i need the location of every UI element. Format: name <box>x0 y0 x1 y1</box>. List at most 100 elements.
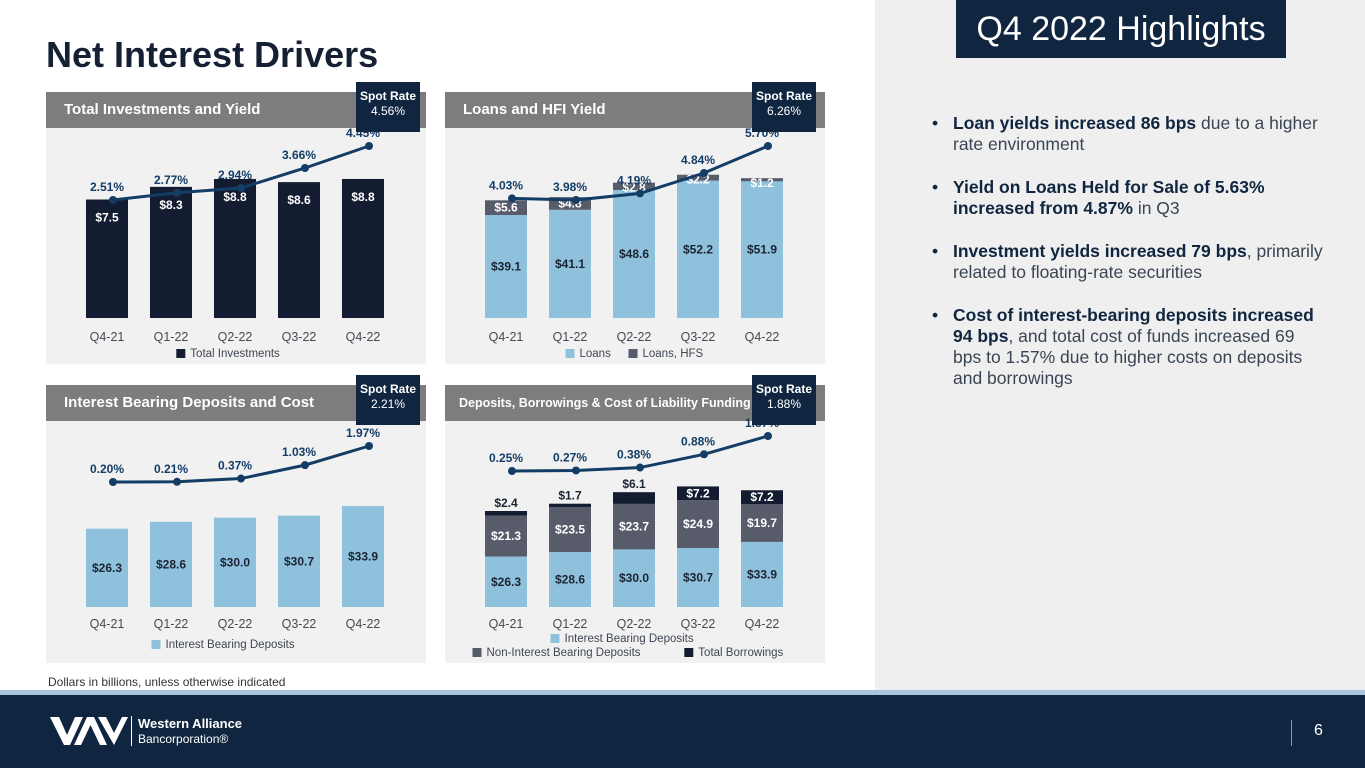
bar-data-label: $2.4 <box>494 496 518 510</box>
yield-data-label: 0.37% <box>218 459 252 473</box>
bar-data-label: $5.6 <box>494 201 518 215</box>
bar <box>485 215 527 318</box>
x-tick-label: Q1-22 <box>154 617 189 631</box>
x-tick-label: Q2-22 <box>218 617 253 631</box>
bar <box>677 548 719 607</box>
highlights-list: Loan yields increased 86 bps due to a hi… <box>932 113 1327 411</box>
deposits-chart: $26.3 $28.6 $30.0 $30.7 $33.9 0.20% 0.21% 0.37%… <box>86 426 384 651</box>
bar <box>342 178 384 318</box>
legend-label: Non-Interest Bearing Deposits <box>487 647 641 659</box>
yield-point <box>508 467 516 475</box>
page-divider <box>1291 720 1292 746</box>
bar-data-label: $6.1 <box>622 477 646 491</box>
loans-chart: $39.1$5.6$41.1$4.8$48.6$2.8$52.2$2.2$51.… <box>485 126 783 360</box>
yield-point <box>173 188 181 197</box>
legend-swatch <box>176 349 186 358</box>
bar-data-label: $30.0 <box>220 555 250 569</box>
spot-rate-value: 6.26% <box>766 104 802 118</box>
yield-point <box>572 466 580 475</box>
bar <box>485 556 527 607</box>
bar-data-label: $7.2 <box>750 490 774 504</box>
spot-rate-badge: Spot Rate 1.88% <box>752 375 816 425</box>
page-title: Net Interest Drivers <box>46 34 379 75</box>
spot-rate-value: 2.21% <box>370 397 406 411</box>
bar <box>342 506 384 607</box>
x-tick-label: Q2-22 <box>617 617 652 631</box>
bar-data-label: $23.5 <box>555 523 585 537</box>
bar <box>278 515 320 607</box>
highlight-bold: Loan yields increased 86 bps <box>953 113 1197 133</box>
funding-chart: $26.3 $21.3 $2.4 $28.6 $23.5 $1.7 $30.0 $23.7 $6… <box>472 416 784 659</box>
yield-data-label: 3.98% <box>553 180 587 194</box>
x-tick-label: Q3-22 <box>681 617 716 631</box>
investments-chart: $7.5 $8.3 $8.8 $8.6 $8.8 2.51% 2.77% 2.94% 3.66%… <box>86 126 384 360</box>
spot-rate-badge: Spot Rate 2.21% <box>356 375 420 425</box>
bar-data-label: $8.6 <box>287 193 311 207</box>
bar <box>214 517 256 607</box>
highlight-text: due to a higher rate environment <box>953 113 1318 154</box>
legend-swatch <box>550 634 560 643</box>
x-tick-label: Q4-21 <box>489 330 524 344</box>
bar-data-label: $7.2 <box>686 486 710 500</box>
yield-point <box>764 142 772 150</box>
yield-data-label: 4.03% <box>489 178 523 192</box>
yield-point <box>237 474 245 483</box>
x-tick-label: Q3-22 <box>282 617 317 631</box>
x-tick-label: Q2-22 <box>617 330 652 344</box>
bar <box>741 490 783 505</box>
highlight-text: , primarily related to floating-rate sec… <box>953 241 1323 282</box>
highlight-text: , and total cost of funds increased 69 b… <box>953 326 1303 388</box>
bar-data-label: $39.1 <box>491 260 521 274</box>
legend-label: Interest Bearing Deposits <box>565 633 694 645</box>
yield-point <box>508 194 516 203</box>
yield-point <box>764 432 772 440</box>
bar <box>278 182 320 318</box>
bar-data-label: $33.9 <box>348 550 378 564</box>
bar-data-label: $8.8 <box>351 190 375 204</box>
spot-rate-label: Spot Rate <box>755 382 812 396</box>
legend-swatch <box>684 648 694 657</box>
x-tick-label: Q3-22 <box>282 330 317 344</box>
bar-data-label: $52.2 <box>683 242 713 256</box>
x-tick-label: Q4-21 <box>90 617 125 631</box>
yield-data-label: 0.27% <box>553 450 587 464</box>
yield-point <box>700 169 708 177</box>
logo-divider <box>131 716 132 746</box>
bar <box>613 182 655 191</box>
highlights-title: Q4 2022 Highlights <box>956 0 1286 58</box>
bar <box>214 178 256 318</box>
highlight-bold: Cost of interest-bearing deposits increa… <box>953 305 1314 346</box>
bar-data-label: $30.7 <box>683 571 713 585</box>
funding-chart-panel: Deposits, Borrowings & Cost of Liability… <box>445 375 825 663</box>
spot-rate-value: 1.88% <box>766 397 802 411</box>
legend-label: Interest Bearing Deposits <box>166 639 295 651</box>
yield-point <box>109 196 117 204</box>
bar <box>741 181 783 318</box>
bar-data-label: $24.9 <box>683 517 713 531</box>
bar-data-label: $26.3 <box>92 561 122 575</box>
bar-data-label: $30.0 <box>619 571 649 585</box>
bar-data-label: $1.7 <box>558 489 582 503</box>
bar <box>677 174 719 181</box>
bar <box>549 209 591 318</box>
spot-rate-label: Spot Rate <box>755 89 812 103</box>
bar-data-label: $51.9 <box>747 243 777 257</box>
spot-rate-value: 4.56% <box>370 104 406 118</box>
legend-swatch <box>565 349 575 358</box>
spot-rate-badge: Spot Rate 4.56% <box>356 82 420 132</box>
yield-data-label: 1.03% <box>282 445 316 459</box>
spot-rate-label: Spot Rate <box>359 382 416 396</box>
x-tick-label: Q4-22 <box>346 617 381 631</box>
bar <box>150 186 192 318</box>
legend-swatch <box>151 640 161 649</box>
bar <box>549 506 591 553</box>
yield-point <box>636 189 644 198</box>
highlight-item: Investment yields increased 79 bps, prim… <box>932 241 1327 283</box>
yield-data-label: 4.19% <box>617 173 651 187</box>
legend-swatch <box>628 349 638 358</box>
bar <box>613 190 655 318</box>
yield-data-label: 0.25% <box>489 451 523 465</box>
highlight-item: Cost of interest-bearing deposits increa… <box>932 305 1327 389</box>
footnote: Dollars in billions, unless otherwise in… <box>48 675 286 689</box>
deposits-chart-panel: Interest Bearing Deposits and Cost $26.3… <box>46 375 426 663</box>
